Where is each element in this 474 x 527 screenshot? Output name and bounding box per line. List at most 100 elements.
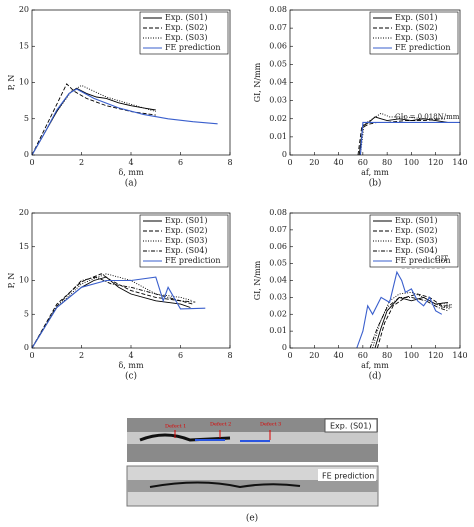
legend-label: Exp. (S02)	[165, 226, 207, 235]
y-axis-label: P, N	[7, 273, 16, 289]
series-line	[31, 273, 194, 349]
x-tick-label: 2	[79, 351, 84, 360]
y-tick-label: 0	[24, 343, 29, 352]
plot-frame	[31, 9, 231, 156]
series-line	[31, 83, 156, 156]
y-tick-label: 0.03	[269, 96, 287, 105]
y-tick-label: 0	[24, 150, 29, 159]
x-axis-label: δ, mm	[118, 168, 143, 177]
series-line	[359, 121, 460, 156]
legend-label: FE prediction	[395, 43, 451, 52]
x-tick-label: 60	[358, 351, 368, 360]
legend	[139, 214, 229, 268]
annotation: GIT	[435, 255, 448, 263]
crack-arrow	[195, 439, 270, 442]
y-tick-label: 0.02	[269, 114, 287, 123]
y-tick-label: 0	[282, 343, 287, 352]
plot-frame	[289, 9, 461, 156]
y-tick-label: 0.08	[269, 5, 287, 14]
y-tick-label: 20	[19, 208, 29, 217]
legend-label: Exp. (S01)	[395, 13, 437, 22]
series-line	[359, 112, 446, 156]
legend	[369, 11, 459, 55]
photo-label: FE prediction	[322, 472, 374, 481]
y-axis-label: P, N	[7, 75, 16, 91]
series-line	[31, 276, 196, 349]
y-tick-label: 0.06	[269, 41, 287, 50]
x-tick-label: 60	[358, 158, 368, 167]
y-tick-label: 0.08	[269, 208, 287, 217]
y-tick-label: 15	[19, 242, 29, 251]
panel-caption: (b)	[369, 178, 382, 189]
fe-crack	[149, 481, 301, 489]
x-tick-label: 2	[79, 158, 84, 167]
series-line	[31, 276, 206, 349]
series-line	[374, 296, 448, 349]
legend-label: Exp. (S03)	[395, 236, 437, 245]
y-tick-label: 0	[282, 150, 287, 159]
x-tick-label: 120	[428, 158, 443, 167]
label-box	[324, 418, 378, 433]
y-tick-label: 0.07	[269, 225, 287, 234]
legend-label: Exp. (S02)	[395, 226, 437, 235]
legend-label: Exp. (S01)	[165, 216, 207, 225]
y-tick-label: 0.07	[269, 23, 287, 32]
x-tick-label: 6	[178, 351, 183, 360]
legend-label: Exp. (S02)	[395, 23, 437, 32]
y-tick-label: 0.05	[269, 59, 287, 68]
y-tick-label: 0.05	[269, 259, 287, 268]
x-tick-label: 40	[333, 158, 343, 167]
x-tick-label: 100	[404, 351, 419, 360]
x-tick-label: 80	[382, 158, 392, 167]
y-axis-label: GI, N/mm	[253, 62, 262, 102]
legend-label: Exp. (S01)	[395, 216, 437, 225]
series-line	[31, 276, 191, 349]
y-tick-label: 5	[24, 114, 29, 123]
panel-caption: (d)	[369, 371, 382, 382]
series-line	[358, 116, 448, 156]
plot-frame	[31, 212, 231, 349]
series-line	[356, 270, 443, 349]
chart: 0 20 40 60 80 100 120 140 0 0.01 0.02 0.03 0.04 0.05 0…	[253, 208, 468, 382]
x-tick-label: 120	[428, 351, 443, 360]
legend-label: FE prediction	[395, 256, 451, 265]
series-line	[357, 118, 442, 156]
y-tick-label: 0.01	[269, 132, 287, 141]
legend-label: Exp. (S03)	[395, 33, 437, 42]
x-tick-label: 140	[452, 351, 467, 360]
x-tick-label: 20	[309, 351, 319, 360]
x-tick-label: 0	[287, 158, 292, 167]
x-tick-label: 140	[452, 158, 467, 167]
crack	[139, 433, 231, 442]
x-axis-label: af, mm	[361, 361, 389, 370]
photo-label: Exp. (S01)	[330, 422, 371, 431]
legend-label: Exp. (S03)	[165, 33, 207, 42]
y-tick-label: 0.02	[269, 309, 287, 318]
legend-label: FE prediction	[165, 256, 221, 265]
y-tick-label: 10	[19, 78, 29, 87]
panel-caption: (e)	[246, 513, 258, 524]
legend-label: Exp. (S02)	[165, 23, 207, 32]
x-tick-label: 0	[287, 351, 292, 360]
x-tick-label: 6	[178, 158, 183, 167]
series-line	[376, 293, 451, 349]
legend	[369, 214, 459, 268]
x-tick-label: 20	[309, 158, 319, 167]
x-tick-label: 8	[227, 158, 232, 167]
legend	[139, 11, 229, 55]
x-axis-label: af, mm	[361, 168, 389, 177]
defect-label: Defect 3	[260, 422, 281, 428]
legend-label: FE prediction	[165, 43, 221, 52]
legend-label: Exp. (S03)	[165, 236, 207, 245]
annotation: GIc	[440, 302, 452, 310]
y-tick-label: 5	[24, 309, 29, 318]
chart: 0 20 40 60 80 100 120 140 0 0.01 0.02 0.03 0.04 0.05 0…	[253, 5, 468, 189]
series-line	[31, 273, 194, 349]
x-axis-label: δ, mm	[118, 361, 143, 370]
plot-frame	[289, 212, 461, 349]
series-line	[372, 291, 451, 349]
x-tick-label: 4	[128, 158, 133, 167]
legend-label: Exp. (S04)	[165, 246, 207, 255]
